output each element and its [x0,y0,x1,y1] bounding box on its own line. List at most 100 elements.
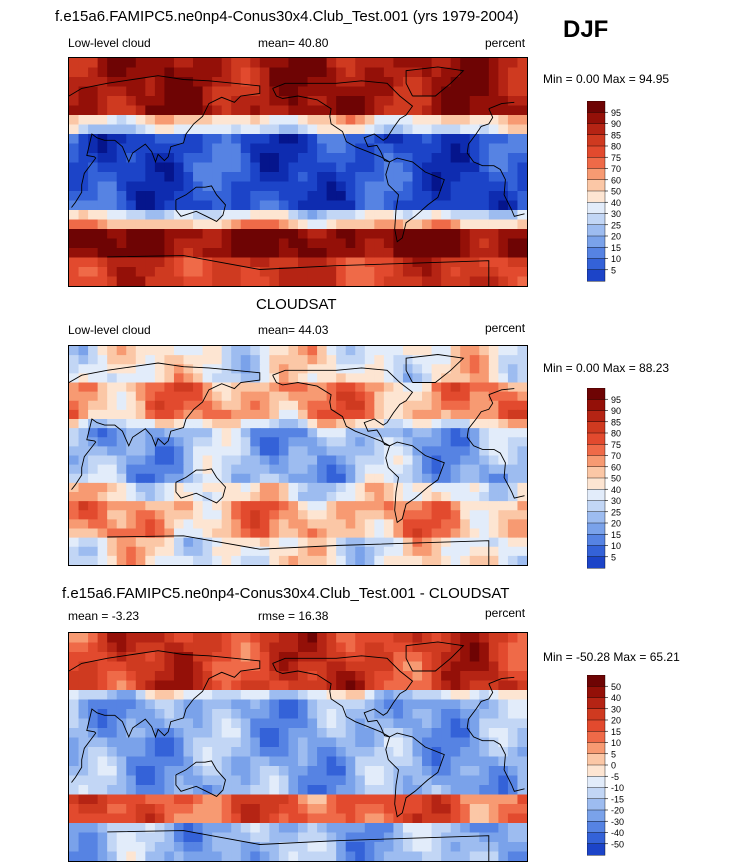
field-cell [259,355,270,365]
field-cell [173,364,185,374]
field-cell [116,671,127,682]
field-cell [460,464,471,475]
field-cell [393,794,404,805]
field-cell [336,718,347,729]
field-cell [374,492,385,502]
field-cell [317,537,328,548]
field-cell [288,134,299,145]
field-cell [88,419,99,429]
field-cell [307,210,318,221]
coastline [272,80,414,163]
field-cell [383,446,395,457]
field-cell [173,633,185,644]
field-cell [154,446,166,457]
field-cell [431,210,442,221]
field-cell [240,382,251,393]
field-cell [135,248,146,259]
field-cell [107,96,118,107]
field-cell [173,464,185,475]
field-cell [154,747,166,758]
field-cell [498,501,509,511]
field-cell [173,210,185,221]
field-cell [173,747,185,758]
field-cell [88,124,99,135]
field-cell [412,785,423,796]
field-cell [498,355,509,365]
field-cell [221,728,232,739]
field-cell [374,794,385,805]
field-cell [173,455,185,466]
field-cell [383,555,395,565]
field-cell [460,718,471,729]
field-cell [498,728,509,739]
field-cell [107,718,118,729]
field-cell [259,105,270,116]
field-cell [307,446,318,457]
field-cell [326,391,337,402]
field-cell [507,446,519,457]
field-cell [145,229,156,240]
field-cell [97,671,108,682]
field-cell [298,718,309,729]
field-cell [412,210,423,221]
field-cell [469,257,480,268]
field-cell [431,633,442,644]
field-cell [97,67,108,78]
field-cell [173,200,185,211]
field-cell [107,766,118,777]
field-cell [412,813,423,824]
field-cell [193,794,204,805]
field-cell [78,718,89,729]
field-cell [326,257,337,268]
field-cell [259,172,270,183]
field-cell [97,804,108,815]
field-cell [498,219,509,230]
field-cell [364,105,375,116]
field-cell [154,510,166,520]
field-cell [326,238,337,249]
field-cell [154,851,166,861]
field-cell [231,191,242,202]
field-cell [517,115,527,126]
field-cell [288,652,299,663]
field-cell [507,842,519,853]
field-cell [269,709,280,720]
field-cell [498,238,509,249]
field-cell [164,661,175,672]
field-cell [488,382,499,393]
field-cell [221,200,232,211]
field-cell [269,766,280,777]
field-cell [345,546,356,557]
field-cell [469,813,480,824]
field-cell [154,364,166,374]
field-cell [307,633,318,644]
field-cell [221,400,232,411]
field-cell [259,728,270,739]
field-cell [317,464,328,475]
field-cell [479,823,490,834]
field-cell [460,153,471,164]
field-cell [450,446,461,457]
field-cell [69,373,80,384]
field-cell [374,143,385,154]
field-cell [450,153,461,164]
field-cell [412,248,423,259]
field-cell [107,832,118,843]
field-cell [345,191,356,202]
field-cell [288,718,299,729]
colorbar-tick-label: 0 [611,761,616,771]
field-cell [345,747,356,758]
field-cell [221,464,232,475]
field-cell [278,699,290,710]
field-cell [450,77,461,88]
field-cell [212,238,223,249]
field-cell [298,191,309,202]
field-cell [507,794,519,805]
field-cell [383,143,395,154]
field-cell [97,747,108,758]
field-cell [450,172,461,183]
field-cell [431,482,442,493]
field-cell [402,699,414,710]
field-cell [345,804,356,815]
field-cell [278,355,290,365]
